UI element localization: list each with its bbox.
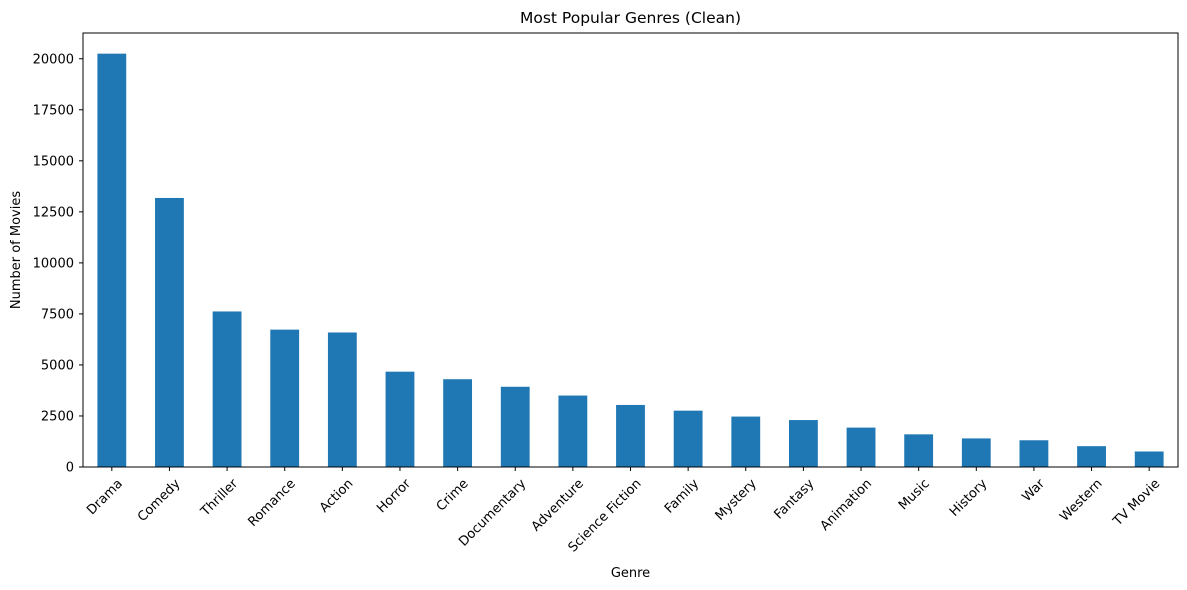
- bar-documentary: [500, 386, 530, 467]
- y-tick-label: 15000: [33, 154, 74, 169]
- plot-area: [97, 53, 1164, 467]
- bar-tv-movie: [1134, 451, 1164, 467]
- y-tick-label: 12500: [33, 205, 74, 220]
- y-tick-label: 10000: [33, 256, 74, 271]
- bar-comedy: [155, 197, 184, 467]
- y-tick-label: 5000: [41, 358, 74, 373]
- bar-science-fiction: [616, 404, 645, 467]
- bar-adventure: [558, 395, 588, 467]
- y-tick-label: 2500: [41, 409, 74, 424]
- x-axis-title: Genre: [611, 566, 650, 581]
- chart-title: Most Popular Genres (Clean): [520, 9, 741, 27]
- bar-history: [961, 438, 991, 467]
- bar-war: [1019, 440, 1049, 467]
- bar-fantasy: [788, 420, 818, 467]
- bar-animation: [846, 427, 876, 467]
- y-tick-label: 7500: [41, 307, 74, 322]
- bar-drama: [97, 53, 127, 467]
- bar-music: [904, 434, 934, 467]
- bar-thriller: [212, 311, 242, 467]
- bar-mystery: [731, 416, 761, 467]
- y-axis: 0 2500 5000 7500 10000 12500 15000 17500 20000: [33, 52, 83, 476]
- y-axis-title: Number of Movies: [9, 191, 24, 309]
- y-tick-label: 0: [66, 461, 74, 476]
- plot-frame: [82, 32, 1179, 468]
- bar-family: [673, 410, 703, 467]
- bar-action: [327, 332, 357, 467]
- bar-western: [1077, 446, 1106, 467]
- bar-romance: [270, 329, 300, 467]
- y-tick-label: 17500: [33, 103, 74, 118]
- bar-crime: [443, 379, 473, 467]
- bar-horror: [385, 371, 415, 467]
- y-tick-label: 20000: [33, 52, 74, 67]
